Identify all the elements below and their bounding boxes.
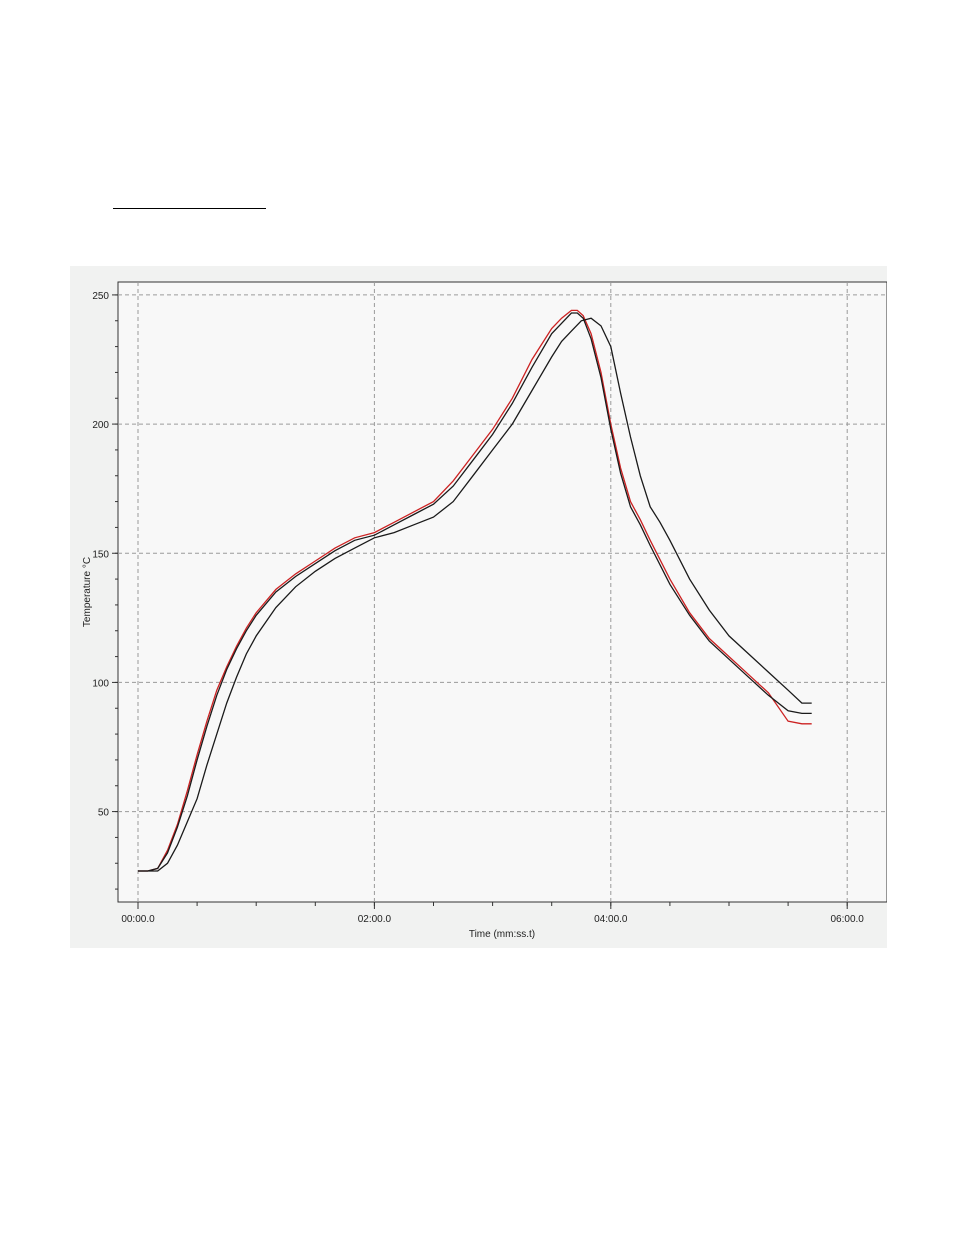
x-axis-ticks: 00:00.0 02:00.0 04:00.0 06:00.0	[121, 902, 864, 925]
series-group	[138, 309, 812, 872]
y-axis-title: Temperature °C	[82, 557, 93, 627]
plot-area	[117, 281, 887, 903]
y-tick-label: 150	[92, 549, 109, 560]
y-tick-label: 100	[92, 678, 109, 689]
grid-lines	[118, 282, 887, 902]
y-tick-label: 250	[92, 291, 109, 302]
x-tick-label: 04:00.0	[594, 914, 628, 925]
y-tick-label: 50	[98, 808, 110, 819]
series-line-3	[138, 317, 812, 872]
underlined-heading-rule	[113, 208, 266, 209]
y-tick-label: 200	[92, 420, 109, 431]
x-tick-label: 06:00.0	[831, 914, 865, 925]
chart-panel: 00:00.0 02:00.0 04:00.0 06:00.0 50 100 150 200…	[70, 266, 887, 948]
x-axis-title: Time (mm:ss.t)	[469, 929, 535, 940]
x-tick-label: 00:00.0	[121, 914, 155, 925]
temperature-chart: 00:00.0 02:00.0 04:00.0 06:00.0 50 100 150 200…	[82, 281, 887, 940]
y-axis-ticks: 50 100 150 200 250	[92, 291, 118, 819]
series-line-1	[138, 309, 812, 872]
series-line-2	[138, 312, 812, 872]
x-tick-label: 02:00.0	[358, 914, 392, 925]
